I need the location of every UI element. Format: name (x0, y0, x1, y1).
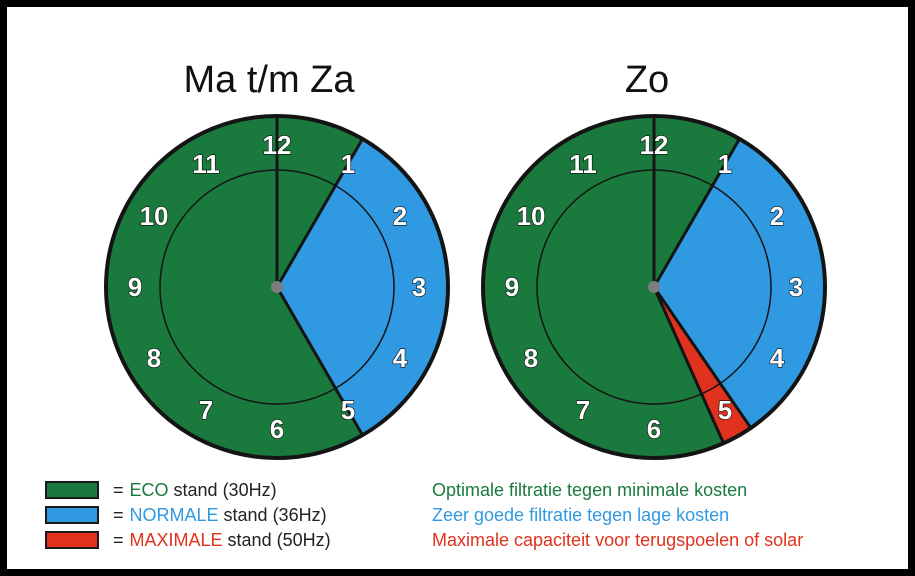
legend-normale: = NORMALE stand (36Hz) (45, 504, 327, 526)
clock-0-hour-3: 3 (412, 272, 426, 302)
legend-eq: = (113, 529, 124, 550)
clock-0-hour-8: 8 (147, 343, 161, 373)
legend-maximale: = MAXIMALE stand (50Hz) (45, 529, 331, 551)
clock-0-hour-7: 7 (199, 395, 213, 425)
clock-1-hour-6: 6 (647, 414, 661, 444)
legend-eq: = (113, 479, 124, 500)
clock-1-hour-11: 11 (569, 149, 597, 179)
clock-1-segment-maximale (654, 287, 751, 444)
clock-1-hour-2: 2 (770, 201, 784, 231)
legend-mode-eco: ECO (129, 479, 169, 500)
clock-0-hour-6: 6 (270, 414, 284, 444)
clock-1-outline (481, 114, 827, 460)
clock-0-hour-2: 2 (393, 201, 407, 231)
clock-0-segment-eco (277, 116, 363, 287)
clock-1-segment-eco (483, 116, 724, 458)
clock-1-boundary-line (652, 286, 753, 429)
clock-1-hour-3: 3 (789, 272, 803, 302)
clock-1-hour-12: 12 (640, 130, 669, 160)
normale-swatch (45, 506, 99, 524)
legend-stand-maximale: stand (50Hz) (227, 529, 331, 550)
clock-1-boundary-line (652, 286, 725, 444)
clock-1-hour-7: 7 (576, 395, 590, 425)
clock-0-hour-11: 11 (192, 149, 220, 179)
legend-eq: = (113, 504, 124, 525)
clock-1-hour-9: 9 (505, 272, 519, 302)
clock-0-hour-10: 10 (140, 201, 169, 231)
clock-0-outline (104, 114, 450, 460)
clock-0-boundary-line (275, 286, 364, 436)
clock-1-hour-8: 8 (524, 343, 538, 373)
legend-mode-maximale: MAXIMALE (129, 529, 223, 550)
clock-0-hour-5: 5 (341, 395, 355, 425)
clock-title-sunday: Zo (624, 59, 670, 101)
clock-0-boundary-line (275, 138, 364, 288)
description-eco: Optimale filtratie tegen minimale kosten (432, 480, 748, 500)
description-normale: Zeer goede filtratie tegen lage kosten (432, 505, 730, 525)
clock-title-weekdays: Ma t/m Za (183, 59, 355, 101)
clock-1-boundary-line (652, 138, 741, 288)
clock-0-hour-4: 4 (393, 343, 408, 373)
legend-mode-normale: NORMALE (129, 504, 219, 525)
legend-stand-normale: stand (36Hz) (223, 504, 327, 525)
clock-0-hour-1: 1 (341, 149, 355, 179)
legend-eco: = ECO stand (30Hz) (45, 479, 277, 501)
diagram-frame: Ma t/m Za Zo 1 2 3 4 5 6 7 8 9 10 11 12 1 2 3 4 5 6 7 8 9 10 1… (7, 7, 908, 569)
clock-0-hour-12: 12 (263, 130, 292, 160)
clock-0-segment-eco (105, 116, 363, 458)
legend-stand-eco: stand (30Hz) (173, 479, 277, 500)
clock-0-hour-9: 9 (128, 272, 142, 302)
clock-0-hub (271, 281, 283, 293)
clock-1-segment-eco (654, 116, 740, 287)
eco-swatch (45, 481, 99, 499)
clock-1-hour-5: 5 (718, 395, 732, 425)
clock-1-hour-10: 10 (517, 201, 546, 231)
description-maximale: Maximale capaciteit voor terugspoelen of… (432, 530, 804, 550)
clock-1-hub (648, 281, 660, 293)
clock-1-segment-normale (654, 138, 825, 428)
clock-1-hour-1: 1 (718, 149, 732, 179)
clock-1-hour-4: 4 (770, 343, 785, 373)
maximale-swatch (45, 531, 99, 549)
